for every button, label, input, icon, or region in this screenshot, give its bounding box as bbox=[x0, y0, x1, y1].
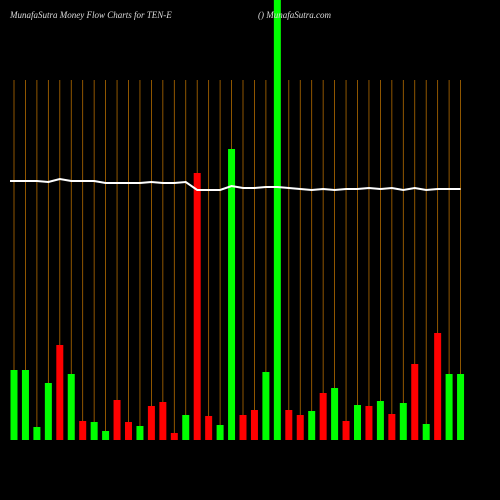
bar bbox=[205, 416, 213, 440]
bar bbox=[457, 374, 465, 440]
bar bbox=[239, 415, 247, 440]
bar bbox=[331, 388, 339, 440]
bar bbox=[434, 333, 442, 440]
bar bbox=[399, 403, 407, 440]
bar bbox=[273, 0, 281, 440]
bar bbox=[10, 370, 18, 440]
bar bbox=[56, 345, 64, 440]
bar bbox=[422, 424, 430, 440]
bar bbox=[79, 421, 87, 440]
chart-subtitle: () MunafaSutra.com bbox=[258, 10, 331, 20]
bar bbox=[365, 406, 373, 440]
bar bbox=[67, 374, 75, 440]
bar bbox=[445, 374, 453, 440]
bar bbox=[159, 402, 167, 440]
money-flow-line bbox=[10, 177, 461, 192]
bar bbox=[296, 415, 304, 440]
bar bbox=[44, 383, 52, 440]
bar bbox=[90, 422, 98, 440]
bar bbox=[319, 393, 327, 440]
bar bbox=[376, 401, 384, 440]
bar bbox=[136, 426, 144, 440]
bar bbox=[102, 431, 110, 440]
bar bbox=[262, 372, 270, 440]
bar bbox=[342, 421, 350, 440]
chart-title: MunafaSutra Money Flow Charts for TEN-E bbox=[9, 10, 172, 20]
bar bbox=[388, 414, 396, 440]
bar bbox=[125, 422, 132, 440]
bar bbox=[147, 406, 155, 440]
bar bbox=[170, 433, 178, 440]
bar bbox=[193, 173, 201, 440]
bar bbox=[21, 370, 29, 440]
bar bbox=[308, 411, 316, 440]
bar bbox=[411, 364, 419, 440]
bar bbox=[250, 410, 258, 440]
bar bbox=[216, 425, 224, 440]
bar bbox=[354, 405, 361, 440]
bar bbox=[113, 400, 121, 440]
bar bbox=[285, 410, 293, 440]
bar bbox=[228, 149, 236, 440]
bar bbox=[182, 415, 190, 440]
bar bbox=[33, 427, 41, 440]
